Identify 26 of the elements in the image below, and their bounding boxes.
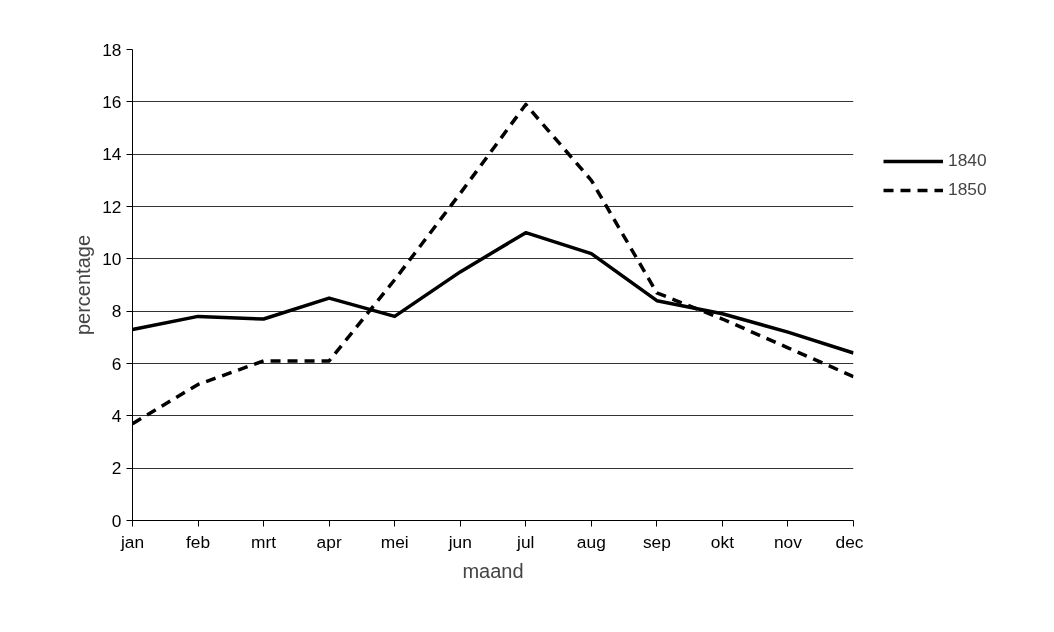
y-tick-label: 18 bbox=[102, 39, 122, 60]
x-tick-label: okt bbox=[710, 531, 735, 552]
y-tick-label: 4 bbox=[111, 405, 122, 426]
x-tick-label: dec bbox=[835, 531, 864, 552]
x-tick-label: mei bbox=[380, 531, 409, 552]
x-tick-label: jan bbox=[119, 531, 145, 552]
x-tick-label: apr bbox=[316, 531, 342, 552]
x-tick-label: sep bbox=[642, 531, 671, 552]
legend-label: 1850 bbox=[948, 179, 987, 200]
y-tick-label: 8 bbox=[111, 301, 122, 322]
y-axis-title: percentage bbox=[72, 234, 95, 336]
x-tick-label: mrt bbox=[251, 531, 277, 552]
y-tick-label: 2 bbox=[111, 458, 122, 479]
x-axis-title: maand bbox=[462, 559, 524, 582]
x-tick-label: nov bbox=[773, 531, 803, 552]
y-tick-label: 0 bbox=[111, 510, 122, 531]
x-tick-label: jul bbox=[516, 531, 535, 552]
legend-label: 1840 bbox=[948, 150, 987, 171]
y-tick-label: 12 bbox=[102, 196, 122, 217]
x-tick-label: aug bbox=[576, 531, 606, 552]
y-tick-label: 10 bbox=[102, 248, 122, 269]
y-tick-label: 6 bbox=[111, 353, 122, 374]
y-tick-label: 16 bbox=[102, 91, 122, 112]
x-tick-label: feb bbox=[186, 531, 211, 552]
x-tick-label: jun bbox=[447, 531, 472, 552]
y-tick-label: 14 bbox=[102, 144, 122, 165]
